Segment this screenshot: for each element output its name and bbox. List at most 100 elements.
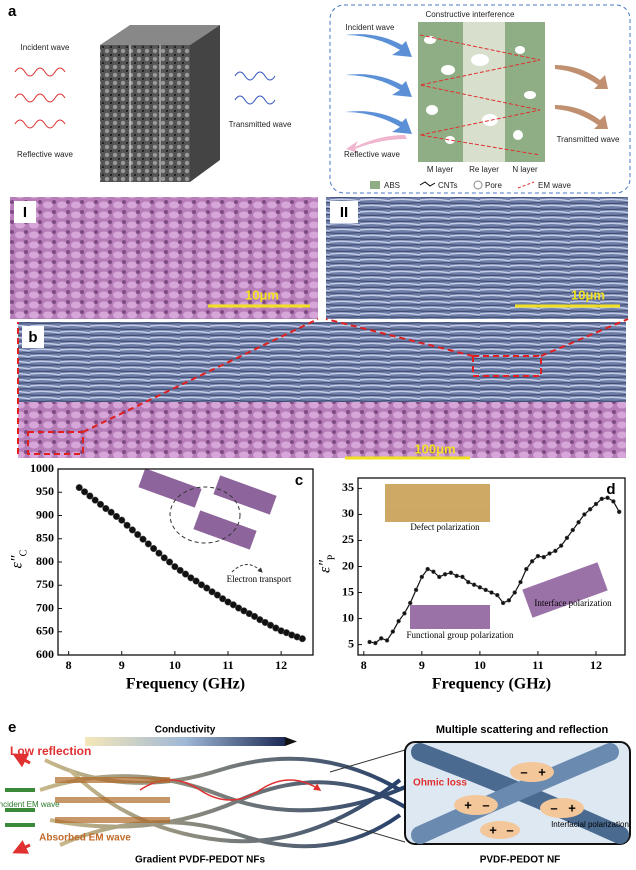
data-point <box>373 640 378 646</box>
y-tick-label: 20 <box>342 558 354 572</box>
data-point <box>506 598 512 603</box>
data-point <box>535 553 541 559</box>
data-point <box>477 585 483 590</box>
data-point <box>203 584 211 592</box>
data-point <box>518 579 523 585</box>
y-tick-label: 750 <box>36 577 54 591</box>
panel-label: e <box>8 719 16 736</box>
data-point <box>144 540 152 548</box>
data-point <box>616 509 622 515</box>
data-point <box>251 612 259 620</box>
x-axis-label: Frequency (GHz) <box>126 676 245 693</box>
label-box <box>22 326 44 348</box>
x-axis-label: Frequency (GHz) <box>432 676 551 693</box>
y-tick-label: 700 <box>36 600 54 614</box>
panel-label: a <box>8 3 17 20</box>
data-point <box>553 548 558 554</box>
data-point <box>102 504 110 513</box>
x-tick-label: 11 <box>222 658 233 672</box>
data-point <box>576 520 581 525</box>
data-point <box>86 492 94 500</box>
annotation: Defect polarization <box>410 522 480 532</box>
caption: Multiple scattering and reflection <box>436 724 609 736</box>
legend-label: Pore <box>485 181 502 190</box>
y-tick-label: 1000 <box>30 461 54 475</box>
data-point <box>489 590 494 595</box>
wave-label: Incident wave <box>21 43 70 52</box>
x-tick-label: 9 <box>119 658 125 672</box>
y-tick-label: 15 <box>342 584 354 598</box>
label-box <box>14 201 36 223</box>
legend-label: EM wave <box>538 181 571 190</box>
x-tick-label: 12 <box>590 658 602 672</box>
wave-label: Transmitted wave <box>229 120 292 129</box>
data-point <box>512 590 517 595</box>
annotation: Electron transport <box>227 574 292 584</box>
x-tick-label: 9 <box>419 658 425 672</box>
data-point <box>454 573 459 579</box>
data-point <box>107 508 115 516</box>
fiber-inset <box>411 743 629 844</box>
data-point <box>437 574 442 580</box>
scale-label: 100μm <box>414 441 455 456</box>
data-point <box>378 636 384 641</box>
data-point <box>229 601 237 609</box>
svg-text:–: – <box>550 800 557 815</box>
wave-label: Reflective wave <box>17 150 74 159</box>
layer-stack <box>418 22 545 162</box>
data-point <box>81 488 89 496</box>
data-point <box>75 484 83 492</box>
data-point <box>495 592 500 598</box>
annotation: Interface polarization <box>534 598 612 608</box>
data-point <box>171 563 179 571</box>
data-point <box>466 579 471 585</box>
data-point <box>176 566 184 574</box>
data-point <box>541 554 546 560</box>
image-label: I <box>23 204 27 221</box>
data-point <box>112 512 120 520</box>
svg-text:+: + <box>568 800 576 815</box>
data-point <box>123 521 131 529</box>
data-point <box>500 600 506 606</box>
data-point <box>407 600 413 606</box>
svg-text:+: + <box>464 797 472 812</box>
x-tick-label: 8 <box>361 658 367 672</box>
data-point <box>442 572 448 577</box>
data-point <box>128 526 136 534</box>
data-point <box>460 574 465 580</box>
data-point <box>425 566 430 572</box>
svg-text:+: + <box>489 822 497 837</box>
caption: PVDF-PEDOT NF <box>480 855 561 866</box>
data-point <box>384 638 390 643</box>
y-tick-label: 30 <box>342 506 354 520</box>
data-point <box>599 496 605 502</box>
data-point <box>471 582 477 587</box>
data-point <box>593 501 599 507</box>
y-tick-label: 650 <box>36 624 54 638</box>
data-point <box>448 570 454 575</box>
arrowhead <box>285 737 297 746</box>
zoom-lines <box>17 318 629 455</box>
schematic-box <box>329 4 631 194</box>
legend-label: ABS <box>384 181 400 190</box>
y-tick-label: 850 <box>36 531 54 545</box>
legend-label: CNTs <box>438 181 458 190</box>
data-point <box>587 506 593 512</box>
y-tick-label: 35 <box>342 480 354 494</box>
y-tick-label: 5 <box>348 636 354 650</box>
data-point <box>150 544 158 553</box>
svg-text:–: – <box>520 764 527 779</box>
zoom-line <box>329 819 406 843</box>
data-point <box>208 588 216 596</box>
sem-image <box>18 322 626 402</box>
y-axis-label: ε″ <box>9 555 26 568</box>
data-point <box>118 516 126 524</box>
caption: Gradient PVDF-PEDOT NFs <box>135 855 265 866</box>
layer-label: M layer <box>427 165 454 174</box>
data-point <box>160 554 168 562</box>
wave-arrows <box>345 34 608 153</box>
svg-text:+: + <box>538 764 546 779</box>
x-tick-label: 11 <box>532 658 543 672</box>
